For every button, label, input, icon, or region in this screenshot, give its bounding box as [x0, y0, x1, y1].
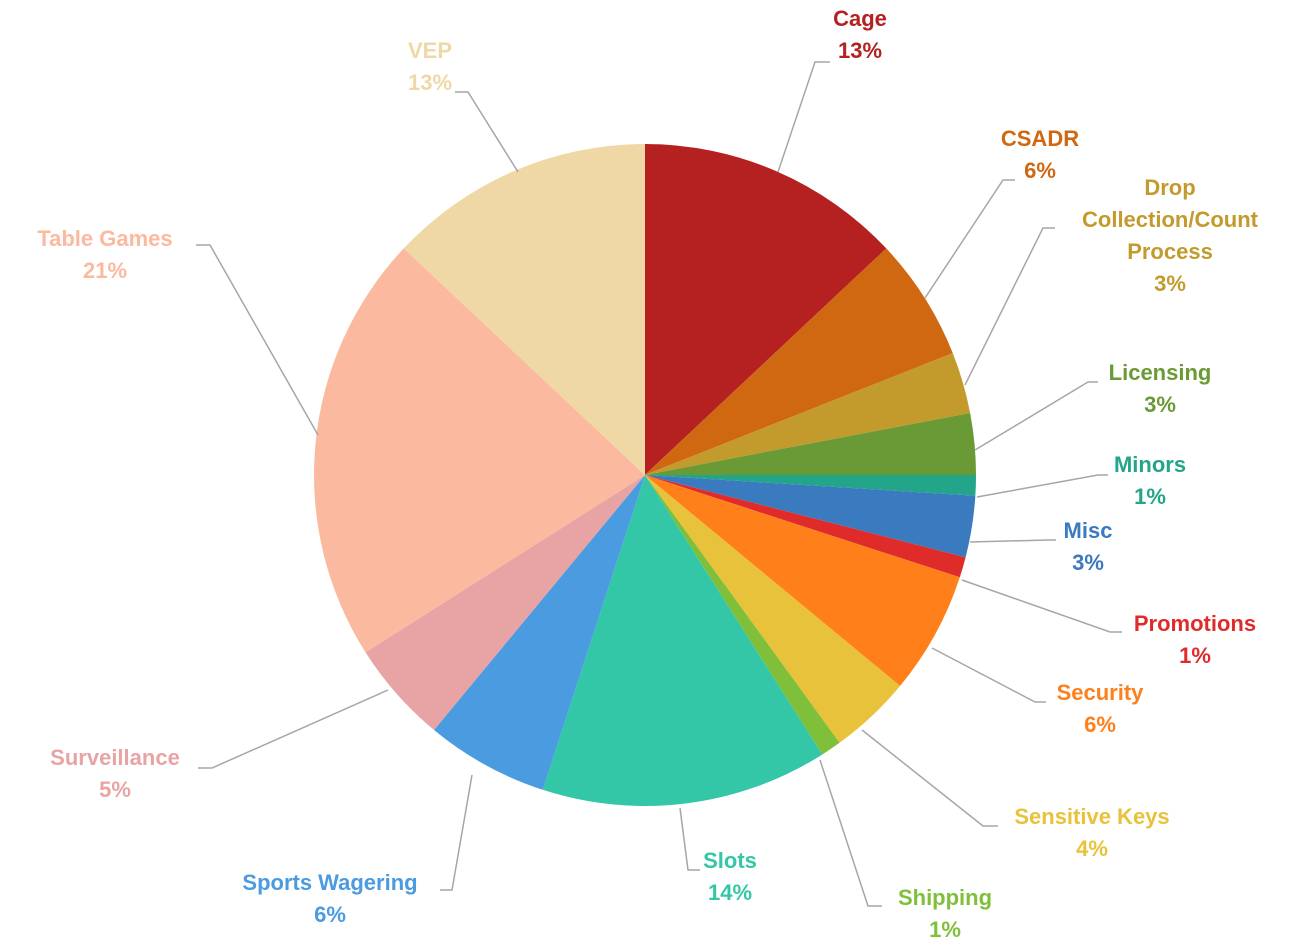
data-label: Security 6% [1000, 677, 1200, 741]
value-label: 1% [1134, 484, 1166, 509]
pie-slice [645, 353, 971, 475]
pie-slice [645, 475, 840, 755]
leader-line [931, 647, 1046, 703]
pie-slice [542, 475, 823, 806]
category-label: Table Games [37, 226, 173, 251]
value-label: 6% [1024, 158, 1056, 183]
pie-slice [645, 475, 976, 558]
pie-slice [645, 475, 976, 496]
value-label: 1% [1179, 643, 1211, 668]
category-label: Misc [1063, 518, 1113, 543]
category-label: Licensing [1108, 360, 1212, 385]
leader-line [964, 227, 1055, 386]
value-label: 3% [1144, 392, 1176, 417]
data-label: Minors 1% [1050, 449, 1250, 513]
value-label: 5% [99, 777, 131, 802]
data-label: CSADR 6% [940, 123, 1140, 187]
leader-line [976, 474, 1108, 498]
pie-slice [645, 412, 976, 475]
data-label: VEP 13% [330, 35, 530, 99]
leader-line [455, 91, 519, 173]
category-label: Surveillance [50, 745, 180, 770]
value-label: 13% [837, 38, 883, 63]
data-label: Sports Wagering 6% [200, 867, 460, 931]
value-label: 1% [929, 917, 961, 942]
leader-line [777, 61, 830, 173]
leader-line [974, 381, 1098, 451]
category-label: Sensitive Keys [1014, 804, 1170, 829]
data-label: Cage 13% [760, 3, 960, 67]
data-label: Surveillance 5% [5, 742, 225, 806]
value-label: 21% [82, 258, 128, 283]
value-label: 6% [1084, 712, 1116, 737]
value-label: 4% [1076, 836, 1108, 861]
leader-line [961, 579, 1122, 633]
leader-line [969, 539, 1056, 543]
data-label: Table Games 21% [0, 223, 215, 287]
pie-slice [365, 475, 645, 731]
pie-slice [645, 475, 901, 743]
leader-line [924, 179, 1015, 299]
category-label: Cage [833, 6, 887, 31]
category-label: VEP [407, 38, 453, 63]
category-label: Slots [703, 848, 757, 873]
leader-line [861, 729, 998, 827]
pie-slice [645, 475, 960, 686]
pie-slice [645, 248, 953, 475]
value-label: 3% [1072, 550, 1104, 575]
pie-slice [645, 475, 966, 578]
leader-line [819, 759, 882, 907]
leader-line [679, 807, 700, 871]
value-label: 14% [707, 880, 753, 905]
data-label: Sensitive Keys 4% [972, 801, 1212, 865]
category-label: Minors [1113, 452, 1187, 477]
data-label: Misc 3% [988, 515, 1188, 579]
value-label: 6% [314, 902, 346, 927]
leader-line [440, 774, 473, 891]
category-label: Shipping [897, 885, 993, 910]
data-label: Slots 14% [630, 845, 830, 909]
data-label: Shipping 1% [845, 882, 1045, 946]
pie-slice [314, 248, 645, 653]
data-label: Licensing 3% [1060, 357, 1260, 421]
category-label: CSADR [1000, 126, 1080, 151]
data-label: Promotions 1% [1095, 608, 1295, 672]
category-label: Sports Wagering [242, 870, 418, 895]
data-label: Drop Collection/Count Process 3% [1063, 172, 1278, 300]
leader-line [198, 689, 389, 769]
pie-slice [645, 144, 887, 475]
value-label: 13% [407, 70, 453, 95]
category-label: Promotions [1133, 611, 1257, 636]
leader-line [196, 244, 319, 436]
category-label: Security [1056, 680, 1144, 705]
pie-slice [403, 144, 645, 475]
category-label: Drop Collection/Count Process [1082, 175, 1258, 264]
value-label: 3% [1154, 271, 1186, 296]
pie-slice [434, 475, 645, 790]
